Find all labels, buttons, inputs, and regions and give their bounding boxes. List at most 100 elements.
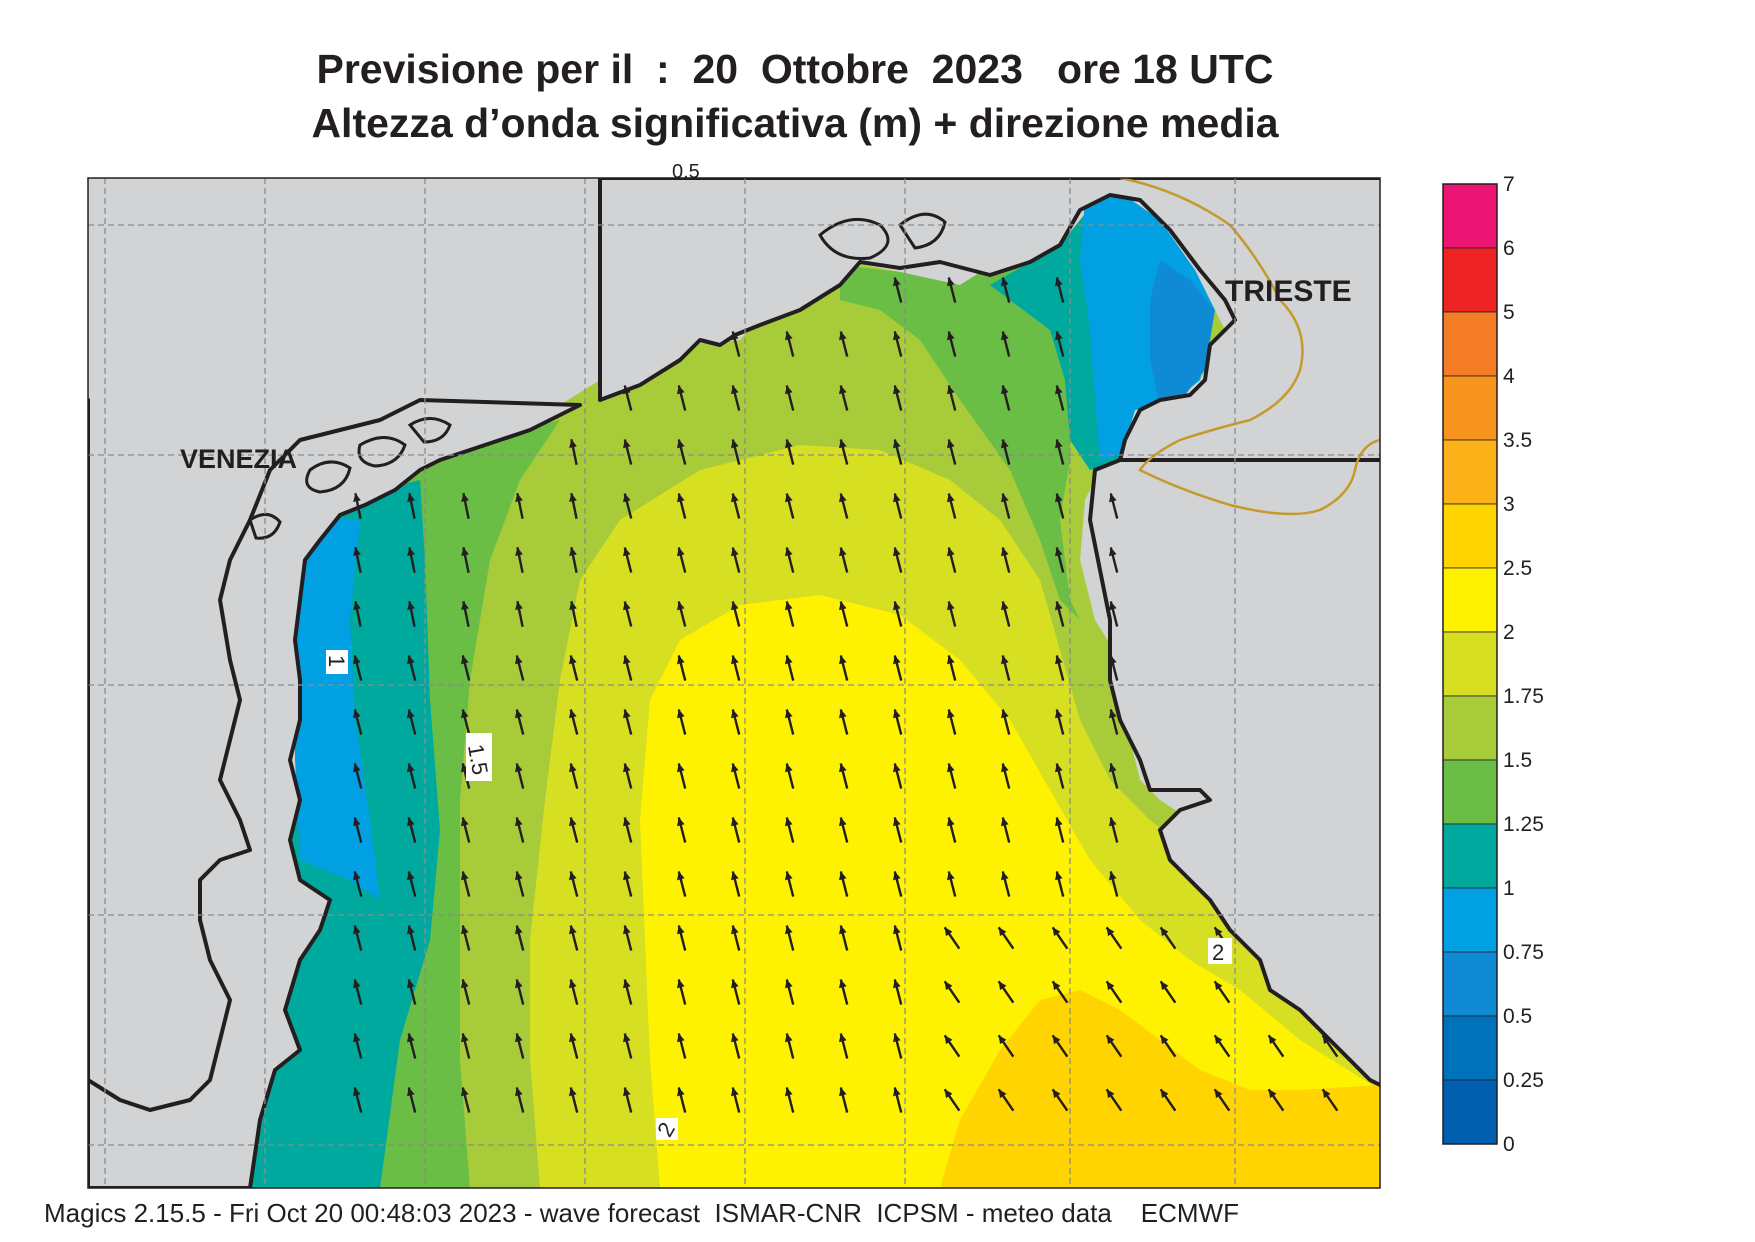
legend-swatch [1442,1079,1498,1145]
wave-arrow-head [676,709,685,719]
wave-arrow-head [1052,1035,1061,1045]
wave-arrow-head [730,871,739,881]
wave-direction-arrows [352,277,1339,1113]
wave-arrow-head [514,925,523,935]
wave-arrow-head [406,1087,415,1097]
wave-arrow-head [784,1087,793,1097]
band-250 [940,990,1380,1188]
wave-arrow-head [461,493,469,502]
wave-arrow-head [892,277,901,287]
wave-arrow-head [461,601,469,610]
wave-arrow-head [730,385,739,395]
wave-arrow-head [461,547,469,556]
wave-arrow-head [1000,547,1009,557]
border-line [1119,178,1380,516]
wave-arrow-head [676,385,685,395]
legend-label: 1.75 [1503,685,1544,708]
wave-arrow-head [892,655,901,665]
wave-arrow-head [352,871,361,881]
wave-arrow-head [1108,817,1117,827]
wave-arrow-head [838,871,847,881]
wave-arrow-head [1054,709,1063,719]
wave-arrow-head [352,817,361,827]
wave-arrow-head [838,1033,847,1043]
wave-arrow-head [998,981,1007,991]
wave-arrow-head [892,439,901,449]
wave-arrow-head [1000,763,1009,773]
wave-arrow-head [784,709,793,719]
wave-arrow-head [784,655,793,665]
wave-arrow-head [460,1087,469,1097]
wave-arrow-head [730,601,739,611]
legend-label: 3.5 [1503,429,1532,452]
wave-arrow-head [515,493,523,502]
wave-arrow-head [1322,1089,1331,1099]
wave-arrow-head [946,709,955,719]
wave-arrow-head [838,979,847,989]
wave-arrow-head [838,655,847,665]
wave-arrow-head [838,385,847,395]
wave-arrow-head [514,709,523,719]
wave-arrow-head [676,817,685,827]
wave-arrow-head [730,1033,739,1043]
legend-swatch [1442,567,1498,633]
legend-label: 7 [1503,173,1515,196]
wave-arrow-head [892,493,901,503]
legend-label: 2 [1503,621,1515,644]
wave-arrow-head [1108,871,1117,881]
wave-arrow-head [998,1089,1007,1099]
legend-swatch [1442,759,1498,825]
wave-arrow-head [1000,331,1009,341]
wave-arrow-head [946,439,955,449]
wave-arrow-head [352,1033,361,1043]
wave-arrow-head [1000,493,1009,503]
wave-arrow-head [784,331,793,341]
wave-arrow-head [730,655,739,665]
wave-arrow-head [622,871,631,881]
wave-arrow-head [946,817,955,827]
footer-credits: Magics 2.15.5 - Fri Oct 20 00:48:03 2023… [44,1198,1239,1228]
legend-label: 0.5 [1503,1005,1532,1028]
wave-arrow-head [892,1033,901,1043]
legend-swatch [1442,951,1498,1017]
color-legend: 7 6 5 4 3.5 3 2.5 2 1.75 1.5 1.25 1 0.75 0.5 0.25 0 [1442,173,1544,1156]
wave-arrow-head [838,763,847,773]
wave-arrow-head [1322,1035,1331,1045]
wave-arrow-head [1054,817,1063,827]
place-label-trieste: TRIESTE [1225,275,1352,308]
graticule [88,178,1380,1188]
wave-arrow-head [1160,1089,1169,1099]
wave-arrow-head [406,655,415,665]
wave-arrow-head [569,493,577,502]
wave-arrow-head [568,871,577,881]
wave-arrow-head [460,709,469,719]
wave-arrow-head [622,1033,631,1043]
wave-arrow-head [460,817,469,827]
wave-arrow-head [1054,763,1063,773]
wave-arrow-head [730,439,739,449]
wave-arrow-head [406,763,415,773]
legend-swatch [1442,439,1498,505]
wave-arrow-head [514,979,523,989]
wave-arrow-head [514,1087,523,1097]
wave-arrow-head [946,763,955,773]
legend-frame [1442,183,1498,1145]
wave-arrow-head [569,601,577,610]
wave-arrow-head [730,331,739,341]
wave-arrow-head [622,547,631,557]
wave-arrow-head [838,439,847,449]
legend-swatch [1442,695,1498,761]
legend-swatch [1442,1015,1498,1081]
wave-arrow-head [838,547,847,557]
wave-arrow-head [946,493,955,503]
wave-arrow-head [730,493,739,503]
forecast-subtitle: Altezza d’onda significativa (m) + direz… [311,100,1279,146]
wave-arrow-head [676,925,685,935]
wave-arrow-head [730,979,739,989]
wave-arrow-head [352,763,361,773]
wave-arrow-head [1054,547,1063,557]
legend-label: 0 [1503,1133,1515,1156]
wave-arrow-head [892,979,901,989]
wave-arrow-head [838,493,847,503]
wave-arrow-head [1052,1089,1061,1099]
